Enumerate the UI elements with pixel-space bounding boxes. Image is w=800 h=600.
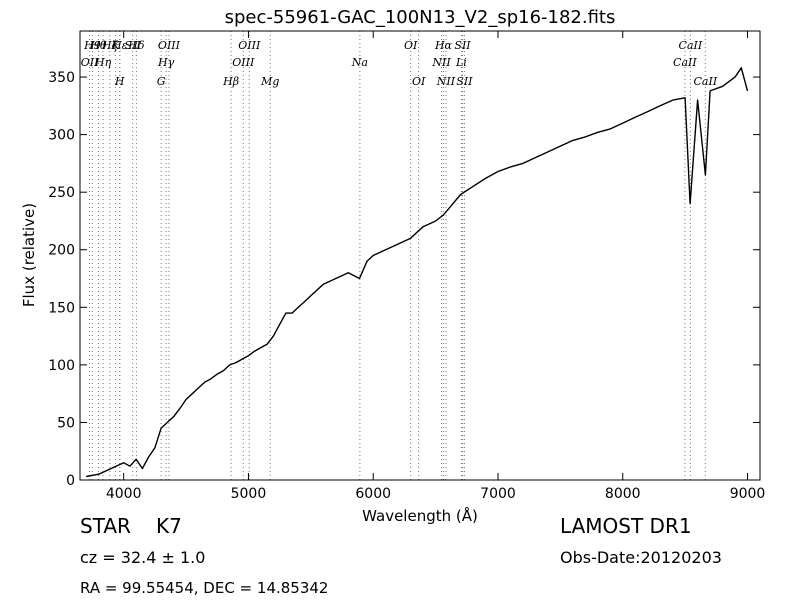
x-tick-label: 4000 <box>106 486 142 502</box>
spectrum-line <box>86 67 749 478</box>
line-label: Hγ <box>157 56 175 69</box>
line-label: NII <box>431 56 451 69</box>
line-label: H9 <box>83 39 101 52</box>
line-label: H <box>114 75 125 88</box>
ra-dec-value: RA = 99.55454, DEC = 14.85342 <box>80 579 329 597</box>
line-label: Na <box>351 56 368 69</box>
chart-title: spec-55961-GAC_100N13_V2_sp16-182.fits <box>225 7 616 28</box>
line-label: Hθ <box>89 39 107 52</box>
line-label: SII <box>454 39 471 52</box>
line-label: Hζ <box>101 39 119 52</box>
y-tick-label: 300 <box>48 128 75 144</box>
y-tick-label: 200 <box>48 243 75 259</box>
line-label: CaII <box>679 39 703 52</box>
spectrum-series <box>86 67 749 478</box>
line-label: Hα <box>434 39 453 52</box>
line-label: OIII <box>158 39 181 52</box>
x-axis-label: Wavelength (Å) <box>362 506 478 525</box>
line-label: OII <box>81 56 99 69</box>
y-tick-label: 350 <box>48 70 75 86</box>
x-tick-label: 7000 <box>480 486 516 502</box>
x-tick-label: 5000 <box>231 486 267 502</box>
line-label: SII <box>125 39 142 52</box>
spectral-lines <box>89 31 706 480</box>
y-tick-label: 250 <box>48 185 75 201</box>
line-label: Hη <box>94 56 112 69</box>
line-label: OIII <box>232 56 255 69</box>
y-tick-label: 150 <box>48 300 75 316</box>
plot-frame <box>79 30 761 481</box>
y-tick-label: 100 <box>48 358 75 374</box>
x-tick-label: 6000 <box>355 486 391 502</box>
cz-value: cz = 32.4 ± 1.0 <box>80 548 206 567</box>
line-label: Li <box>455 56 467 69</box>
line-label: OI <box>412 75 426 88</box>
line-label: Mg <box>260 75 279 88</box>
spectral-line-labels: OIIH9HθHηHζKHεHSIIHδGHγOIIIHβOIIIOIIIMgN… <box>81 39 718 88</box>
line-label: OI <box>404 39 418 52</box>
x-tick-label: 9000 <box>730 486 766 502</box>
subclass-label: K7 <box>156 514 182 538</box>
line-label: Hε <box>111 39 128 52</box>
line-label: OIII <box>238 39 261 52</box>
line-label: K <box>110 39 120 52</box>
line-label: NII <box>436 75 456 88</box>
y-tick-label: 0 <box>66 473 75 489</box>
survey-label: LAMOST DR1 <box>560 514 692 538</box>
class-label: STAR <box>80 514 131 538</box>
line-label: CaII <box>694 75 718 88</box>
line-label: G <box>157 75 166 88</box>
line-label: Hδ <box>127 39 145 52</box>
axis-ticks: 4000 5000 6000 7000 8000 9000 0 50 100 150 200 250 3… <box>48 31 765 502</box>
y-axis-label: Flux (relative) <box>20 203 38 307</box>
x-tick-label: 8000 <box>605 486 641 502</box>
line-label: Hβ <box>222 75 239 88</box>
y-tick-label: 50 <box>57 415 75 431</box>
line-label: CaII <box>673 56 697 69</box>
line-label: SII <box>456 75 473 88</box>
obs-date: Obs-Date:20120203 <box>560 548 722 567</box>
